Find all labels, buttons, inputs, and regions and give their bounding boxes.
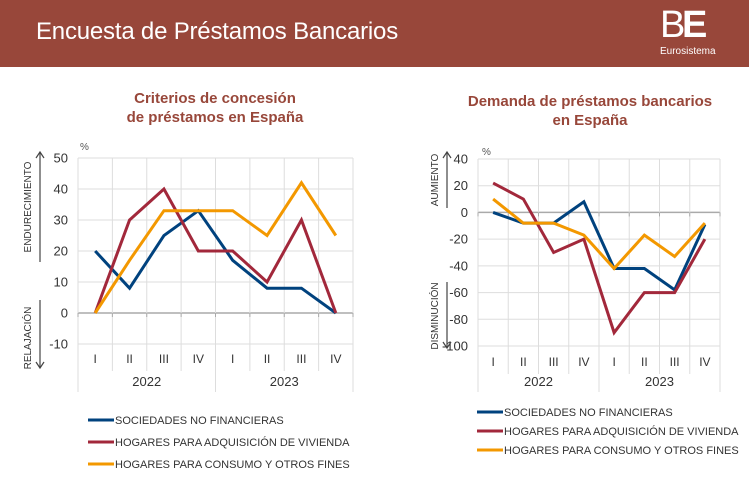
chart-2-legend-label: HOGARES PARA ADQUISICIÓN DE VIVIENDA xyxy=(504,425,739,438)
chart-2-title-line-2: en España xyxy=(552,112,628,129)
chart-2-ylabel-up: AUMIENTO xyxy=(430,153,441,206)
chart-1-up-arrow-icon xyxy=(35,150,45,159)
chart-2-y-tick-label: 0 xyxy=(461,205,468,220)
chart-1-y-tick-label: 10 xyxy=(54,275,68,290)
chart-2-x-tick-label: III xyxy=(670,355,680,369)
chart-2-y-tick-label: -80 xyxy=(449,312,468,327)
chart-2-unit-label: % xyxy=(482,147,491,158)
chart-2-x-tick-label: IV xyxy=(699,355,710,369)
chart-2-y-tick-label: 20 xyxy=(454,178,468,193)
header-bar: Encuesta de Préstamos Bancarios B E Euro… xyxy=(0,0,749,67)
chart-2-y-tick-label: -100 xyxy=(442,339,468,354)
chart-1-x-tick-label: II xyxy=(126,352,133,366)
chart-2-x-tick-label: II xyxy=(641,355,648,369)
chart-1-series-line-1 xyxy=(94,208,337,315)
chart-1-title-line-2: de préstamos en España xyxy=(126,109,304,126)
chart-2-x-tick-label: I xyxy=(491,355,494,369)
chart-1-legend-label: HOGARES PARA ADQUISICIÓN DE VIVIENDA xyxy=(115,436,350,449)
chart-1-down-arrow-icon xyxy=(35,361,45,370)
chart-1-x-tick-label: II xyxy=(264,352,271,366)
chart-1-x-tick-label: IV xyxy=(193,352,204,366)
chart-2-x-tick-label: II xyxy=(520,355,527,369)
chart-1-ylabel-up: ENDURECIMIENTO xyxy=(23,161,34,252)
chart-1-x-tick-label: III xyxy=(296,352,306,366)
chart-1-x-tick-label: III xyxy=(159,352,169,366)
chart-1-x-tick-label: I xyxy=(94,352,97,366)
chart-1-title: Criterios de concesión de préstamos en E… xyxy=(60,89,370,127)
banco-de-espana-logo: B E Eurosistema xyxy=(660,6,740,62)
chart-2-y-tick-label: 40 xyxy=(454,152,468,167)
chart-2-legend-label: HOGARES PARA CONSUMO Y OTROS FINES xyxy=(504,445,739,457)
chart-1-y-tick-label: 40 xyxy=(54,182,68,197)
chart-2-y-tick-label: -40 xyxy=(449,258,468,273)
chart-1-legend-label: SOCIEDADES NO FINANCIERAS xyxy=(115,415,284,427)
chart-2-down-arrow-icon xyxy=(442,341,452,350)
chart-1-year-label: 2022 xyxy=(132,374,161,389)
chart-1-y-tick-label: -10 xyxy=(49,337,68,352)
chart-1-y-tick-label: 30 xyxy=(54,213,68,228)
chart-1-y-tick-label: 0 xyxy=(61,306,68,321)
page-title: Encuesta de Préstamos Bancarios xyxy=(36,18,398,45)
chart-1-series-line-2 xyxy=(93,186,338,314)
chart-2-series-line-3 xyxy=(492,197,706,271)
chart-1-title-line-1: Criterios de concesión xyxy=(134,90,296,107)
chart-2-legend-label: SOCIEDADES NO FINANCIERAS xyxy=(504,407,673,419)
chart-2-title-line-1: Demanda de préstamos bancarios xyxy=(467,93,713,110)
chart-1-legend-label: HOGARES PARA CONSUMO Y OTROS FINES xyxy=(115,459,350,471)
chart-1-y-tick-label: 50 xyxy=(54,151,68,166)
chart-1-y-tick-label: 20 xyxy=(54,244,68,259)
chart-1-x-tick-label: IV xyxy=(330,352,341,366)
chart-2-series-line-2 xyxy=(492,181,707,336)
chart-1-x-tick-label: I xyxy=(231,352,234,366)
chart-2-x-tick-label: I xyxy=(612,355,615,369)
chart-2-x-tick-label: IV xyxy=(578,355,589,369)
logo-letter-e: E xyxy=(682,4,708,46)
chart-2-ylabel-down: DISMINUCIÓN xyxy=(428,282,441,349)
chart-2-y-tick-label: -60 xyxy=(449,285,468,300)
logo-subtitle: Eurosistema xyxy=(660,46,716,57)
chart-1-ylabel-down: RELAJACIÓN xyxy=(21,307,34,370)
chart-2-up-arrow-icon xyxy=(442,150,452,159)
chart-1-unit-label: % xyxy=(80,142,89,153)
chart-2-year-label: 2023 xyxy=(645,374,674,389)
chart-1-series-line-3 xyxy=(93,180,338,314)
chart-2-year-label: 2022 xyxy=(524,374,553,389)
logo-letter-b: B xyxy=(660,4,686,46)
chart-2-x-tick-label: III xyxy=(549,355,559,369)
chart-1-year-label: 2023 xyxy=(270,374,299,389)
chart-2-title: Demanda de préstamos bancarios en España xyxy=(440,92,740,130)
chart-2-y-tick-label: -20 xyxy=(449,232,468,247)
